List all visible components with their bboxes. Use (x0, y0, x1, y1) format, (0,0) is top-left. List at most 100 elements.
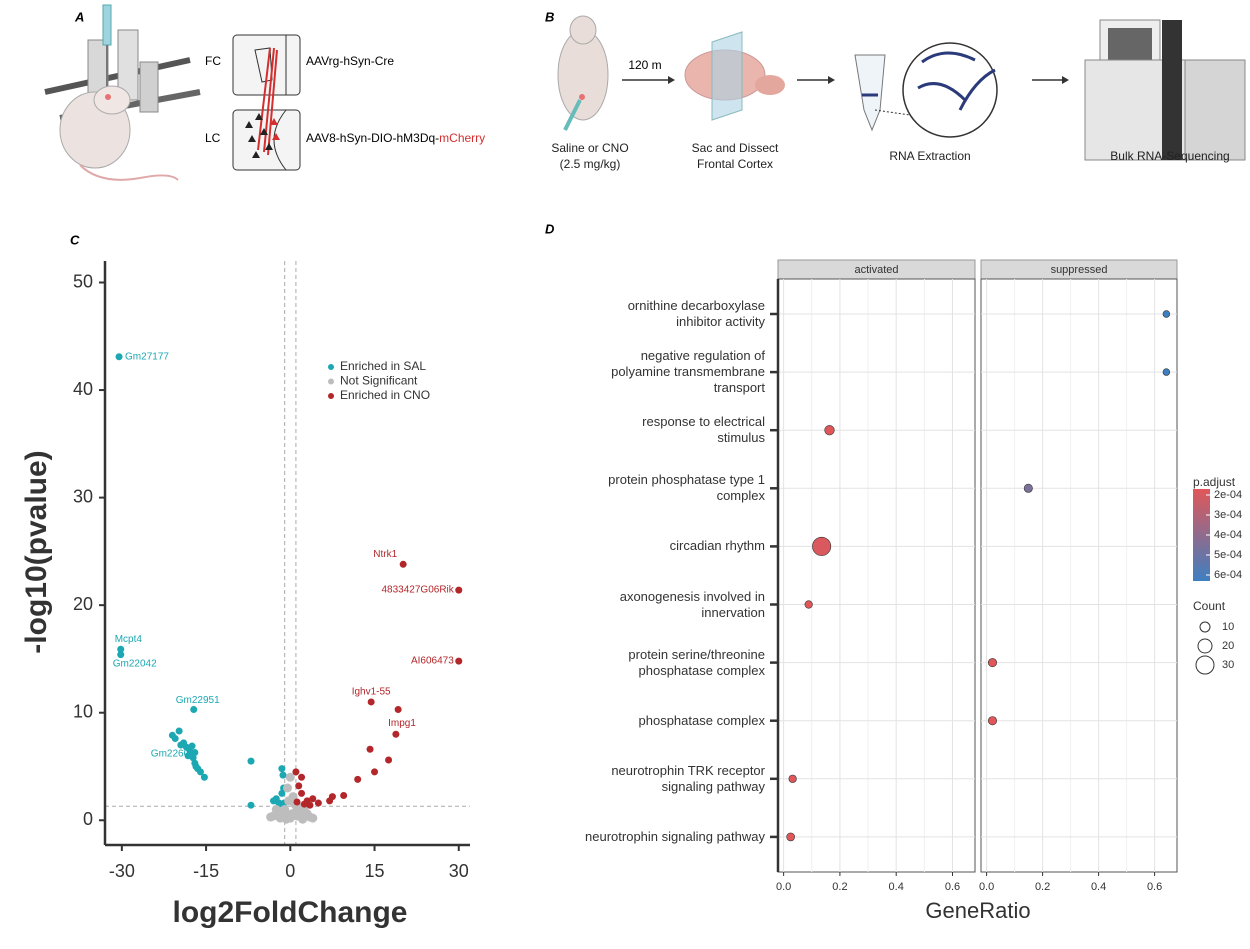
data-point (298, 815, 307, 824)
y-tick-label: 50 (73, 271, 93, 291)
data-point (340, 792, 347, 799)
data-point (294, 798, 301, 805)
y-tick-label: 20 (73, 594, 93, 614)
y-tick-label: protein phosphatase type 1 complex (608, 472, 765, 504)
legend-marker (328, 379, 334, 385)
y-tick-label: neurotrophin TRK receptor signaling path… (611, 763, 765, 795)
size-legend-marker (1196, 656, 1214, 674)
x-tick-label: 0.2 (1035, 881, 1050, 893)
data-point (283, 783, 292, 792)
point-label: Gm22951 (176, 695, 220, 706)
size-legend-label: 30 (1222, 659, 1234, 671)
x-tick-label: 0.2 (832, 881, 847, 893)
vector-label: AAV8-hSyn-DIO-hM3Dq-mCherry (306, 131, 485, 145)
legend-label: Not Significant (340, 374, 418, 388)
data-point (292, 768, 299, 775)
data-point (306, 802, 313, 809)
x-tick-label: 0 (285, 861, 295, 881)
y-tick-label: ornithine decarboxylase inhibitor activi… (628, 298, 765, 330)
colorbar-label: 2e-04 (1214, 489, 1242, 501)
legend-label: Enriched in SAL (340, 359, 426, 373)
data-point (117, 651, 124, 658)
data-point (278, 765, 285, 772)
data-point (455, 658, 462, 665)
data-point (315, 800, 322, 807)
dot (1163, 311, 1170, 318)
x-tick-label: 0.6 (1147, 881, 1162, 893)
point-label: AI606473 (411, 656, 454, 667)
panel-background (981, 279, 1177, 872)
y-tick-label: 40 (73, 379, 93, 399)
colorbar-label: 3e-04 (1214, 509, 1242, 521)
dot (1163, 369, 1170, 376)
data-point (400, 561, 407, 568)
data-point (295, 782, 302, 789)
legend-marker (328, 393, 334, 399)
panel-label: D (545, 221, 555, 236)
data-point (201, 774, 208, 781)
facet-label: activated (854, 264, 898, 276)
data-point (191, 749, 198, 756)
dot (787, 833, 795, 841)
legend-label: Enriched in CNO (340, 388, 430, 402)
data-point (116, 353, 123, 360)
y-tick-label: negative regulation of polyamine transme… (611, 348, 765, 396)
dot (825, 425, 835, 435)
data-point (298, 790, 305, 797)
y-tick-label: response to electrical stimulus (642, 414, 765, 446)
size-legend-marker (1200, 622, 1210, 632)
data-point (308, 814, 317, 823)
x-tick-label: 0.0 (979, 881, 994, 893)
data-point (326, 797, 333, 804)
arrow (797, 76, 835, 84)
data-point (368, 698, 375, 705)
data-point (385, 757, 392, 764)
x-axis-title: GeneRatio (925, 898, 1030, 923)
data-point (248, 802, 255, 809)
panel-label: C (70, 232, 80, 247)
dot (805, 601, 813, 609)
data-point (172, 735, 179, 742)
data-point (176, 727, 183, 734)
data-point (392, 731, 399, 738)
point-label: Ighv1-55 (352, 687, 391, 698)
data-point (371, 768, 378, 775)
data-point (455, 587, 462, 594)
arrow (622, 76, 675, 84)
step-label: Saline or CNO (2.5 mg/kg) (510, 140, 670, 172)
y-tick-label: phosphatase complex (639, 713, 765, 729)
x-tick-label: 0.6 (945, 881, 960, 893)
region-label: FC (205, 54, 221, 68)
region-label: LC (205, 131, 221, 145)
data-point (367, 746, 374, 753)
panel-label: A (74, 9, 84, 24)
colorbar-label: 4e-04 (1214, 529, 1242, 541)
y-tick-label: protein serine/threonine phosphatase com… (628, 647, 765, 679)
point-label: 4833427G06Rik (381, 585, 454, 596)
dot (988, 658, 996, 666)
mouse-topview (558, 16, 608, 130)
x-tick-label: -15 (193, 861, 219, 881)
point-label: Ntrk1 (373, 549, 397, 560)
point-label: Mcpt4 (115, 634, 143, 645)
figure: ABCDFCLCAAVrg-hSyn-CreAAV8-hSyn-DIO-hM3D… (0, 0, 1250, 949)
point-label: Gm2260 (151, 749, 190, 760)
legend-title: p.adjust (1193, 475, 1236, 489)
brain-schematic (233, 35, 300, 170)
data-point (189, 743, 196, 750)
point-label: Gm27177 (125, 351, 169, 362)
data-point (248, 758, 255, 765)
legend-marker (328, 364, 334, 370)
y-tick-label: 0 (83, 809, 93, 829)
data-point (190, 706, 197, 713)
data-point (185, 752, 192, 759)
stereotax-illustration (45, 5, 200, 180)
vector-label: AAVrg-hSyn-Cre (306, 54, 394, 68)
y-tick-label: neurotrophin signaling pathway (585, 829, 765, 845)
data-point (298, 774, 305, 781)
y-tick-label: 10 (73, 701, 93, 721)
point-label: Impg1 (388, 718, 416, 729)
step-label: Sac and Dissect Frontal Cortex (655, 140, 815, 172)
y-tick-label: 30 (73, 486, 93, 506)
x-tick-label: 15 (365, 861, 385, 881)
